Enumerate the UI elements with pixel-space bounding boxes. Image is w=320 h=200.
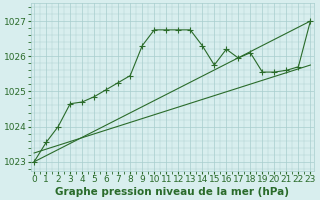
X-axis label: Graphe pression niveau de la mer (hPa): Graphe pression niveau de la mer (hPa) [55,187,289,197]
